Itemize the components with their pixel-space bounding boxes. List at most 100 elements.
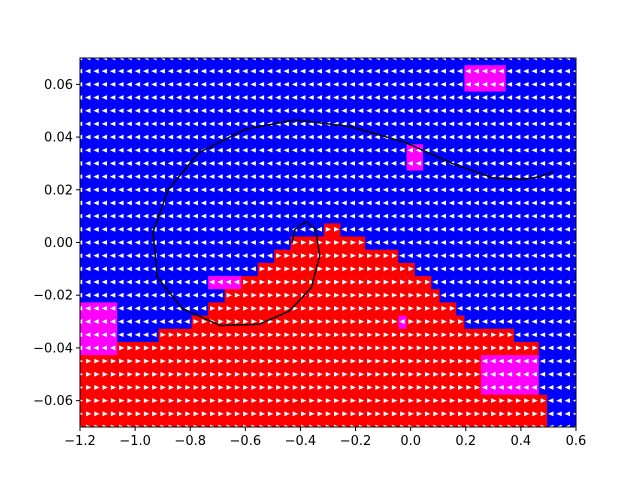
policy-arrow-right [110,371,117,377]
policy-arrow-left [109,253,116,259]
policy-arrow-left [572,214,576,218]
policy-arrow-left [448,200,455,206]
policy-arrow-left [118,266,124,272]
policy-arrow-left [341,161,347,166]
policy-arrow-right [317,240,323,245]
policy-arrow-left [539,121,546,127]
policy-arrow-left [233,68,240,74]
policy-arrow-left [291,81,298,87]
policy-cell-left [80,117,85,132]
policy-arrow-left [481,253,488,259]
policy-arrow-right [367,358,373,364]
policy-arrow-left [399,226,405,232]
policy-arrow-right [284,371,290,377]
policy-arrow-left [457,226,463,232]
policy-arrow-right [350,358,356,364]
policy-arrow-right [135,385,142,390]
policy-arrow-left [440,226,446,232]
policy-arrow-right [350,253,356,259]
policy-arrow-right [300,332,307,338]
policy-arrow-left [217,95,223,100]
policy-arrow-left [217,161,223,166]
policy-arrow-left [514,253,521,259]
policy-arrow-right [284,279,290,285]
policy-cell-left [80,262,85,277]
policy-arrow-left [300,108,306,114]
policy-arrow-left [349,81,356,87]
policy-cell-left [92,58,102,66]
policy-arrow-left [233,240,240,245]
policy-arrow-right [309,266,315,272]
policy-cell-right [439,420,449,427]
policy-arrow-right [424,279,431,285]
policy-arrow-right [94,411,100,417]
policy-arrow-left [101,58,108,61]
policy-arrow-left [324,200,331,206]
policy-arrow-left [134,200,141,206]
policy-arrow-right [234,371,241,377]
policy-arrow-left [490,147,496,153]
policy-arrow-right [309,385,315,390]
policy-arrow-right [152,385,158,390]
policy-arrow-right [168,358,175,364]
y-tick-label: −0.06 [33,394,73,409]
policy-arrow-left [382,240,389,245]
policy-arrow-left [531,266,537,272]
policy-arrow-left [366,81,372,87]
policy-arrow-left [192,147,198,153]
policy-arrow-left [142,213,149,219]
policy-arrow-left [432,58,438,61]
policy-arrow-left [556,292,562,298]
policy-arrow-left [85,174,91,180]
policy-arrow-left [85,279,91,285]
policy-arrow-left [556,424,562,427]
policy-arrow-left [548,200,554,206]
policy-arrow-right [317,319,323,324]
policy-arrow-right [383,424,390,427]
policy-arrow-left [424,134,430,140]
policy-arrow-left [473,187,480,193]
policy-arrow-left [407,240,413,245]
policy-arrow-left [225,279,232,285]
policy-arrow-left [457,68,463,74]
policy-arrow-left [448,134,455,140]
policy-arrow-left [523,81,529,87]
policy-arrow-left [564,81,570,87]
policy-arrow-left [209,58,215,61]
policy-arrow-right [102,371,108,377]
policy-arrow-left [490,213,496,219]
policy-arrow-left [539,213,546,219]
policy-arrow-left [225,240,232,245]
policy-arrow-right [251,371,257,377]
policy-arrow-left [523,187,529,193]
policy-cell-right [480,420,490,427]
policy-arrow-right [292,266,299,272]
policy-arrow-left [118,253,124,259]
policy-arrow-left [225,200,232,206]
policy-arrow-right [135,345,142,351]
policy-arrow-right [259,358,266,364]
policy-arrow-left [457,161,463,166]
policy-arrow-left [498,319,504,324]
policy-arrow-left [399,213,405,219]
policy-arrow-left [151,108,157,114]
policy-arrow-right [424,292,431,298]
policy-arrow-left [349,147,356,153]
policy-arrow-left [225,58,232,61]
x-tick-label: −0.6 [230,434,262,449]
policy-arrow-right [375,319,381,324]
policy-arrow-right [110,411,117,417]
policy-arrow-left [333,108,339,114]
policy-arrow-left [217,58,223,61]
policy-arrow-left [399,95,405,100]
policy-arrow-right [334,266,340,272]
policy-arrow-left [118,213,124,219]
policy-arrow-left [572,227,576,231]
policy-arrow-left [432,266,438,272]
policy-arrow-right [160,424,166,427]
policy-arrow-right [168,385,175,390]
policy-arrow-right [160,358,166,364]
policy-cell-neutral [80,314,85,329]
policy-arrow-right [491,332,497,338]
policy-cell-left [84,58,93,66]
